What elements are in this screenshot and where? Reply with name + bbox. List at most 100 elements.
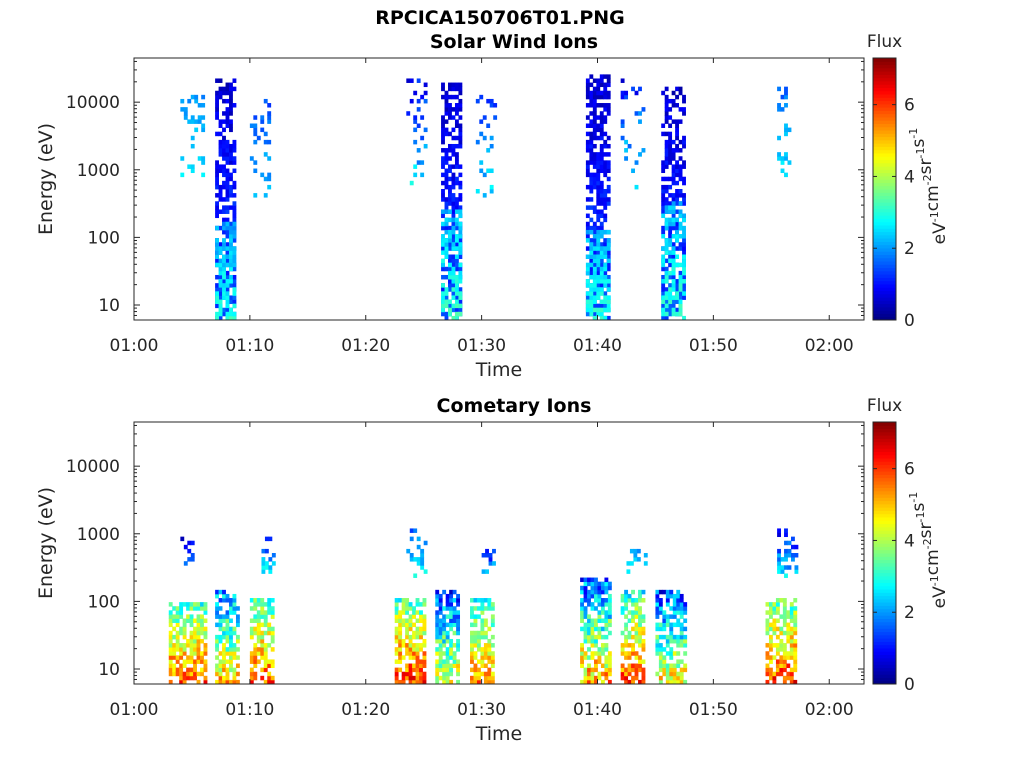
- spectrogram-cell: [643, 561, 648, 566]
- spectrogram-cell: [606, 299, 611, 305]
- spectrogram-cell: [606, 258, 611, 264]
- colorbar-band: [873, 507, 896, 511]
- spectrogram-cell: [594, 577, 598, 583]
- spectrogram-cell: [445, 614, 450, 619]
- spectrogram-cell: [203, 659, 208, 664]
- spectrogram-cell: [229, 242, 233, 247]
- spectrogram-cell: [454, 242, 459, 247]
- spectrogram-cell: [253, 663, 258, 669]
- spectrogram-cell: [190, 553, 195, 558]
- spectrogram-cell: [631, 667, 635, 673]
- spectrogram-cell: [422, 671, 427, 677]
- spectrogram-cell: [172, 651, 177, 656]
- spectrogram-cell: [222, 86, 226, 92]
- spectrogram-cell: [765, 618, 770, 623]
- spectrogram-cell: [476, 671, 481, 677]
- spectrogram-cell: [449, 622, 454, 628]
- spectrogram-cell: [488, 557, 493, 562]
- spectrogram-cell: [782, 655, 787, 660]
- colorbar-band: [873, 513, 896, 518]
- spectrogram-cell: [222, 295, 226, 300]
- spectrogram-cell: [596, 180, 601, 186]
- spectrogram-cell: [664, 184, 669, 190]
- spectrogram-cell: [631, 679, 635, 684]
- spectrogram-cell: [782, 647, 787, 652]
- spectrogram-cell: [668, 143, 673, 149]
- spectrogram-cell: [585, 78, 590, 83]
- spectrogram-cell: [422, 651, 427, 656]
- spectrogram-cell: [480, 663, 485, 669]
- spectrogram-cell: [784, 103, 788, 108]
- spectrogram-cell: [597, 651, 602, 656]
- spectrogram-cell: [784, 152, 788, 157]
- spectrogram-cell: [580, 655, 584, 660]
- spectrogram-cell: [168, 638, 173, 644]
- spectrogram-cell: [200, 671, 204, 677]
- spectrogram-cell: [476, 659, 481, 664]
- spectrogram-cell: [592, 209, 597, 214]
- spectrogram-cell: [229, 626, 233, 632]
- spectrogram-cell: [480, 634, 485, 640]
- spectrogram-cell: [594, 585, 598, 591]
- spectrogram-cell: [661, 299, 666, 305]
- spectrogram-cell: [222, 98, 226, 104]
- spectrogram-cell: [168, 610, 173, 615]
- spectrogram-cell: [672, 651, 677, 656]
- spectrogram-cell: [490, 602, 495, 607]
- spectrogram-cell: [218, 262, 223, 268]
- spectrogram-cell: [222, 262, 226, 268]
- colorbar-band: [873, 510, 896, 515]
- spectrogram-cell: [229, 651, 233, 656]
- spectrogram-cell: [482, 135, 487, 141]
- spectrogram-cell: [664, 176, 669, 182]
- spectrogram-cell: [599, 156, 604, 161]
- spectrogram-cell: [658, 679, 663, 684]
- spectrogram-cell: [218, 94, 223, 100]
- colorbar-band: [873, 575, 896, 580]
- spectrogram-cell: [438, 626, 443, 632]
- spectrogram-cell: [264, 548, 269, 554]
- spectrogram-cell: [789, 647, 794, 652]
- spectrogram-cell: [218, 258, 223, 264]
- spectrogram-cell: [215, 242, 219, 247]
- spectrogram-cell: [599, 111, 604, 116]
- spectrogram-cell: [222, 209, 226, 214]
- spectrogram-cell: [624, 622, 629, 628]
- spectrogram-cell: [452, 630, 457, 636]
- spectrogram-cell: [596, 156, 601, 161]
- spectrogram-cell: [592, 221, 597, 227]
- colorbar-label: eV-1cm-2sr-1s-1: [907, 128, 950, 245]
- spectrogram-cell: [229, 618, 233, 623]
- spectrogram-cell: [480, 610, 485, 615]
- spectrogram-cell: [270, 679, 275, 684]
- spectrogram-cell: [606, 176, 611, 182]
- spectrogram-cell: [458, 225, 463, 231]
- colorbar-band: [873, 103, 896, 108]
- spectrogram-cell: [592, 270, 597, 276]
- spectrogram-cell: [451, 135, 456, 141]
- spectrogram-cell: [589, 205, 594, 210]
- spectrogram-cell: [784, 172, 788, 178]
- colorbar-band: [873, 130, 896, 134]
- spectrogram-cell: [789, 638, 794, 644]
- spectrogram-cell: [489, 189, 494, 194]
- spectrogram-cell: [583, 622, 588, 628]
- spectrogram-cell: [193, 634, 197, 640]
- spectrogram-cell: [490, 618, 495, 623]
- spectrogram-cell: [486, 123, 491, 128]
- colorbar-band: [873, 290, 896, 295]
- spectrogram-cell: [599, 135, 604, 141]
- spectrogram-cell: [175, 655, 180, 660]
- spectrogram-cell: [641, 638, 646, 644]
- spectrogram-cell: [458, 139, 463, 145]
- spectrogram-cell: [458, 131, 463, 137]
- spectrogram-cell: [603, 291, 608, 296]
- spectrogram-cell: [587, 634, 591, 640]
- spectrogram-cell: [187, 548, 192, 554]
- spectrogram-cell: [394, 671, 399, 677]
- spectrogram-cell: [603, 229, 608, 235]
- x-tick-label: 01:00: [110, 336, 159, 356]
- spectrogram-cell: [596, 103, 601, 108]
- spectrogram-cell: [444, 180, 449, 186]
- spectrogram-cell: [592, 307, 597, 313]
